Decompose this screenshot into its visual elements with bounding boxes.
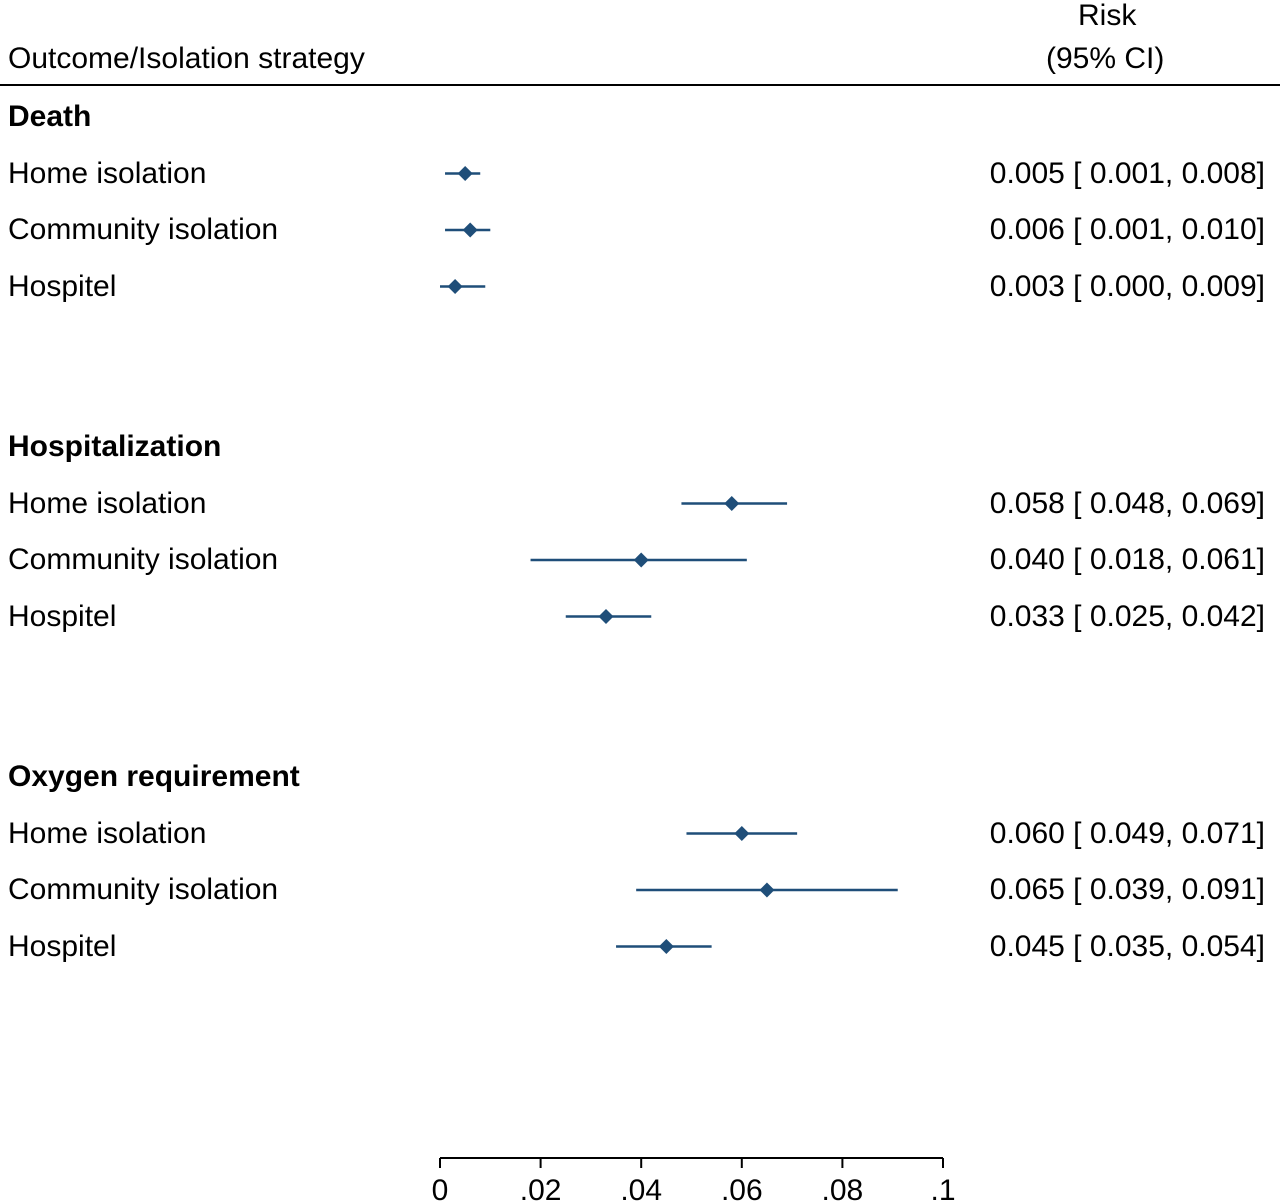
row-estimate-ci: 0.060 [ 0.049, 0.071] (989, 816, 1265, 850)
row-label: Home isolation (8, 486, 207, 520)
row-label: Home isolation (8, 816, 207, 850)
x-tick-label: .04 (620, 1174, 662, 1203)
row-estimate-ci: 0.033 [ 0.025, 0.042] (989, 599, 1265, 633)
header-ci-label: (95% CI) (1046, 42, 1165, 75)
row-estimate-ci: 0.003 [ 0.000, 0.009] (989, 269, 1265, 303)
row-label: Hospitel (8, 929, 117, 963)
row-estimate-ci: 0.005 [ 0.001, 0.008] (989, 156, 1265, 190)
row-estimate-ci: 0.065 [ 0.039, 0.091] (989, 873, 1265, 906)
x-tick-label: .02 (520, 1174, 562, 1203)
group-title: Oxygen requirement (8, 760, 300, 793)
row-label: Hospitel (8, 269, 117, 303)
header-outcome-label: Outcome/Isolation strategy (8, 42, 365, 75)
estimate-marker (598, 609, 614, 624)
group-title: Hospitalization (8, 430, 222, 463)
estimate-marker (447, 279, 463, 294)
header-risk-label: Risk (1078, 0, 1137, 32)
row-label: Community isolation (8, 213, 279, 246)
estimate-marker (462, 222, 478, 238)
row-label: Community isolation (8, 873, 279, 906)
x-tick-label: .1 (930, 1174, 955, 1203)
x-tick-label: 0 (432, 1174, 449, 1203)
x-tick-label: .06 (721, 1174, 763, 1203)
row-label: Community isolation (8, 543, 279, 576)
row-estimate-ci: 0.058 [ 0.048, 0.069] (989, 486, 1265, 520)
estimate-marker (633, 552, 649, 568)
estimate-marker (734, 826, 750, 841)
estimate-marker (658, 939, 674, 954)
row-estimate-ci: 0.006 [ 0.001, 0.010] (989, 213, 1265, 246)
row-label: Hospitel (8, 599, 117, 633)
group-title: Death (8, 100, 92, 133)
row-estimate-ci: 0.040 [ 0.018, 0.061] (989, 543, 1265, 576)
estimate-marker (457, 166, 473, 181)
estimate-marker (759, 882, 775, 898)
row-estimate-ci: 0.045 [ 0.035, 0.054] (989, 929, 1265, 963)
estimate-marker (724, 496, 740, 511)
row-label: Home isolation (8, 156, 207, 190)
x-tick-label: .08 (822, 1174, 864, 1203)
